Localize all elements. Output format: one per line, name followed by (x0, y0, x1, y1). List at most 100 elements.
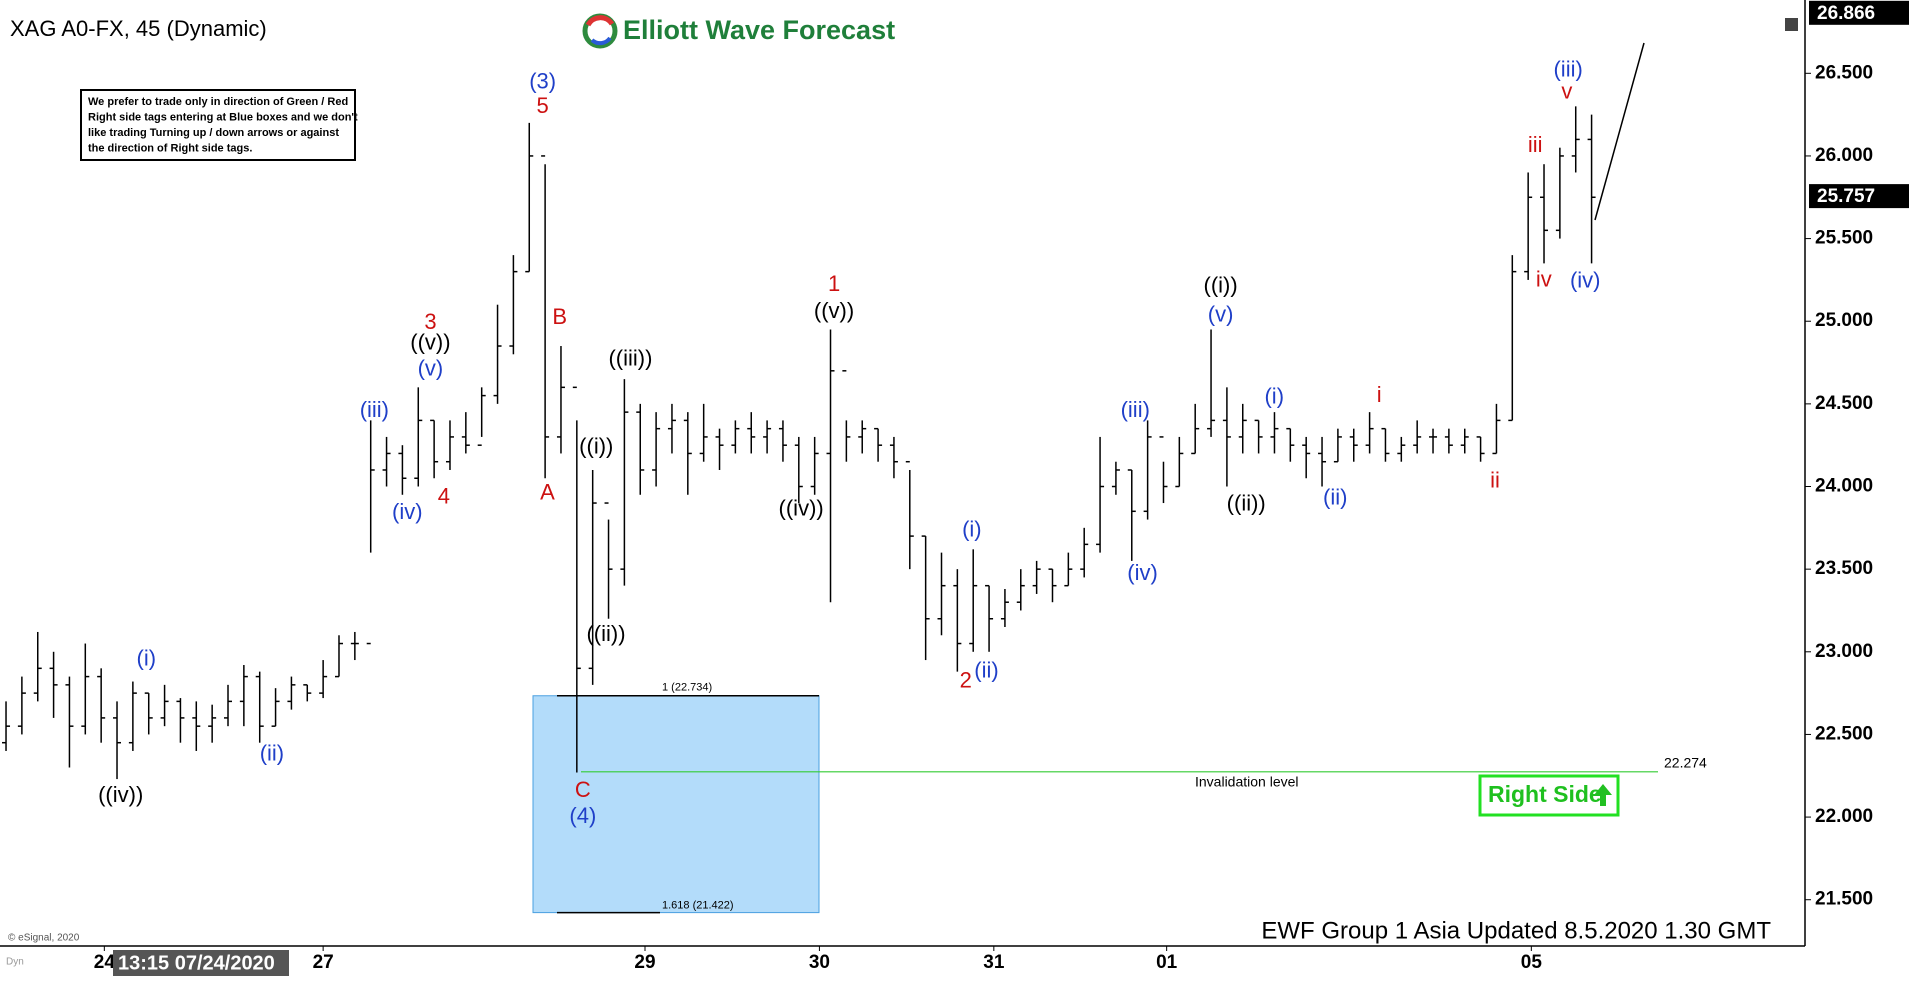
wave-label: (ii) (260, 741, 284, 766)
ohlc-bar (1207, 329, 1216, 437)
crosshair-label: 13:15 07/24/2020 (118, 952, 275, 974)
wave-label: iii (1528, 132, 1543, 157)
x-tick-label: 30 (809, 952, 830, 973)
ohlc-bar (2, 701, 11, 751)
note-box (80, 89, 356, 161)
ohlc-bar (445, 420, 454, 470)
ohlc-bar (525, 122, 534, 273)
ohlc-bar (953, 569, 962, 672)
ohlc-bar (1349, 428, 1358, 462)
ohlc-bar (889, 436, 898, 479)
logo-icon-arc (585, 15, 615, 27)
x-tick-label: 31 (983, 952, 1005, 973)
ohlc-bar (1429, 428, 1438, 454)
ohlc-bar (620, 379, 629, 586)
ohlc-bar (921, 535, 930, 661)
wave-label: (3) (529, 69, 556, 94)
ohlc-bar (1286, 427, 1295, 462)
ohlc-bar (636, 403, 645, 495)
ohlc-bar (382, 436, 391, 487)
ohlc-bar (937, 552, 946, 636)
ohlc-bar (794, 436, 803, 504)
ohlc-bar (699, 403, 708, 462)
ohlc-bar (477, 387, 486, 446)
ohlc-bar (1238, 403, 1247, 454)
wave-label: 5 (537, 93, 549, 118)
ohlc-bar (1587, 114, 1596, 264)
ohlc-bar (1571, 106, 1580, 173)
ohlc-bar (33, 631, 42, 702)
y-tick-label: 26.000 (1815, 145, 1873, 166)
price-label-box (1809, 0, 1909, 25)
wave-label: ((ii)) (1227, 491, 1266, 516)
wave-label: ((iii)) (608, 346, 652, 371)
ohlc-bar (1333, 428, 1342, 463)
ohlc-bar (763, 420, 772, 454)
ohlc-bar (1270, 412, 1279, 454)
ohlc-bar (731, 420, 740, 454)
wave-label: ii (1490, 467, 1500, 492)
note-text: like trading Turning up / down arrows or… (88, 127, 339, 139)
wave-label: C (575, 777, 591, 802)
wave-label: (iv) (1570, 267, 1601, 292)
ohlc-bar (1302, 436, 1311, 479)
right-side-tag (1478, 774, 1620, 817)
ohlc-bar (192, 701, 201, 751)
wave-label: (iii) (1121, 397, 1150, 422)
ohlc-bar (17, 676, 26, 735)
ohlc-bar (113, 701, 122, 780)
wave-label: (i) (1264, 383, 1284, 408)
ohlc-bar (1540, 164, 1549, 264)
wave-label: (ii) (1323, 485, 1347, 510)
ohlc-bar (224, 684, 233, 727)
ohlc-bar (65, 676, 74, 768)
wave-label: B (552, 304, 567, 329)
invalidation-value: 22.274 (1664, 754, 1707, 770)
wave-label: ((i)) (1204, 272, 1238, 297)
ohlc-bar (160, 684, 169, 727)
y-tick-label: 26.500 (1815, 62, 1873, 83)
ohlc-bar (1048, 568, 1057, 603)
wave-label: (iii) (360, 397, 389, 422)
window-icon (1785, 18, 1798, 31)
ohlc-bar (604, 502, 613, 619)
ohlc-bar (176, 698, 185, 743)
y-tick-label: 25.000 (1815, 310, 1873, 331)
right-side-text: Right Side (1488, 781, 1602, 807)
ohlc-bar (255, 671, 264, 743)
ohlc-bar (239, 665, 248, 727)
wave-label: A (540, 480, 555, 505)
ohlc-bar (556, 346, 565, 454)
y-tick-label: 22.000 (1815, 806, 1873, 827)
ohlc-bar (1508, 255, 1517, 422)
y-tick-label: 24.000 (1815, 476, 1873, 497)
price-label-box (1809, 184, 1909, 209)
wave-label: (v) (1208, 302, 1234, 327)
wave-label: (4) (569, 803, 596, 828)
ohlc-bar (1365, 412, 1374, 454)
ohlc-bar (319, 660, 328, 699)
x-tick-label: 27 (313, 952, 334, 973)
ohlc-bar (1318, 436, 1327, 487)
y-tick-label: 24.500 (1815, 393, 1873, 414)
ohlc-bar (1460, 428, 1469, 454)
ohlc-bar (652, 412, 661, 487)
ohlc-bar (1492, 403, 1501, 455)
wave-label: ((i)) (579, 433, 613, 458)
ohlc-bar (1159, 436, 1168, 504)
y-tick-label: 23.500 (1815, 558, 1873, 579)
price-label: 26.866 (1817, 3, 1875, 24)
note-text: the direction of Right side tags. (88, 142, 252, 154)
ohlc-bar (747, 412, 756, 454)
ohlc-bar (1397, 436, 1406, 462)
wave-label: i (1377, 382, 1382, 407)
x-tick-label: 24 (94, 952, 116, 973)
ohlc-bar (49, 651, 58, 718)
ohlc-bar (1524, 172, 1533, 280)
ohlc-bar (303, 684, 312, 702)
ohlc-bar (1032, 560, 1041, 594)
price-label: 25.757 (1817, 186, 1875, 207)
ohlc-bar (1555, 147, 1564, 239)
ohlc-bar (271, 688, 280, 727)
